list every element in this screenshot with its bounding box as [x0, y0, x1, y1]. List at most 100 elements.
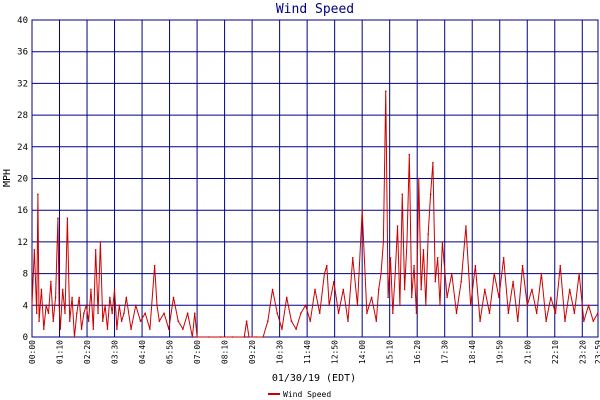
data-point: [118, 304, 121, 307]
data-point: [158, 320, 161, 322]
data-point: [300, 312, 302, 315]
data-point: [35, 312, 38, 315]
x-tick-label: 18:40: [468, 340, 477, 364]
data-point: [167, 328, 170, 330]
data-point: [99, 241, 102, 243]
data-point: [186, 312, 189, 315]
y-tick-label: 4: [23, 301, 28, 311]
data-point: [432, 161, 434, 164]
x-tick-label: 08:10: [221, 340, 230, 364]
x-tick-label: 01:10: [56, 340, 65, 364]
y-tick-label: 12: [17, 238, 28, 248]
data-point: [342, 288, 345, 291]
data-point: [392, 312, 394, 315]
data-point: [323, 272, 326, 275]
data-point: [40, 288, 43, 291]
data-point: [429, 193, 432, 196]
x-tick-label: 22:10: [551, 340, 560, 364]
y-axis-label: MPH: [2, 169, 13, 187]
data-point: [502, 256, 505, 259]
data-point: [97, 312, 99, 315]
data-point: [399, 304, 401, 307]
data-point: [111, 312, 113, 315]
data-point: [245, 320, 248, 322]
x-tick-label: 09:20: [248, 340, 257, 364]
data-point: [193, 312, 196, 315]
data-point: [120, 320, 123, 322]
data-point: [271, 288, 274, 291]
data-point: [540, 272, 543, 275]
x-tick-label: 11:40: [303, 340, 312, 364]
x-tick-label: 10:30: [276, 340, 285, 364]
data-point: [109, 296, 111, 299]
data-point: [47, 312, 50, 315]
legend: Wind Speed: [268, 390, 331, 399]
data-point: [295, 328, 297, 330]
data-point: [366, 312, 368, 315]
data-point: [596, 312, 599, 315]
data-point: [285, 296, 288, 299]
data-point: [64, 312, 66, 315]
data-point: [361, 209, 363, 211]
data-point: [420, 288, 422, 291]
data-point: [87, 320, 90, 322]
data-point: [337, 312, 340, 315]
data-point: [281, 328, 283, 330]
data-point: [163, 312, 165, 315]
data-point: [255, 336, 257, 338]
y-tick-label: 24: [17, 143, 28, 153]
data-point: [531, 288, 533, 291]
x-tick-label: 23:20: [578, 340, 587, 364]
data-point: [417, 177, 420, 180]
data-point: [387, 296, 389, 299]
data-point: [554, 312, 557, 315]
data-point: [380, 272, 382, 275]
data-point: [85, 304, 88, 307]
data-point: [73, 336, 76, 338]
data-point: [484, 288, 486, 291]
data-point: [231, 336, 234, 338]
data-point: [144, 312, 146, 315]
data-point: [439, 304, 441, 307]
data-point: [568, 288, 571, 291]
data-point: [441, 241, 444, 243]
data-point: [394, 272, 396, 275]
data-point: [139, 320, 142, 322]
x-tick-label: 23:59: [594, 340, 600, 364]
x-tick-label: 02:20: [83, 340, 92, 364]
data-point: [309, 320, 312, 322]
data-point: [267, 320, 269, 322]
data-point: [474, 264, 477, 267]
x-tick-label: 16:20: [413, 340, 422, 364]
y-tick-label: 32: [17, 79, 28, 89]
data-point: [134, 304, 137, 307]
data-point: [59, 328, 62, 330]
y-tick-label: 8: [23, 270, 28, 280]
series-layer: [31, 90, 599, 338]
data-point: [68, 320, 71, 322]
data-point: [545, 320, 547, 322]
data-point: [50, 280, 52, 283]
data-point: [38, 320, 40, 322]
x-tick-label: 07:00: [193, 340, 202, 364]
data-point: [450, 272, 453, 275]
data-point: [106, 328, 109, 330]
data-point: [465, 225, 467, 227]
data-point: [318, 312, 321, 315]
data-point: [403, 288, 406, 291]
data-point: [314, 288, 316, 291]
data-point: [413, 264, 415, 267]
data-point: [57, 217, 59, 219]
data-point: [434, 280, 437, 283]
data-point: [375, 320, 378, 322]
data-point: [123, 312, 125, 315]
data-point: [304, 304, 307, 307]
y-tick-labels: 0 4 8 12 16 20 24 28 32 36 40: [17, 16, 28, 343]
x-tick-label: 05:50: [166, 340, 175, 364]
y-tick-label: 0: [23, 333, 28, 343]
data-point: [191, 336, 194, 338]
data-point: [436, 256, 439, 259]
data-point: [507, 312, 510, 315]
data-point: [116, 328, 118, 330]
data-point: [333, 280, 335, 283]
